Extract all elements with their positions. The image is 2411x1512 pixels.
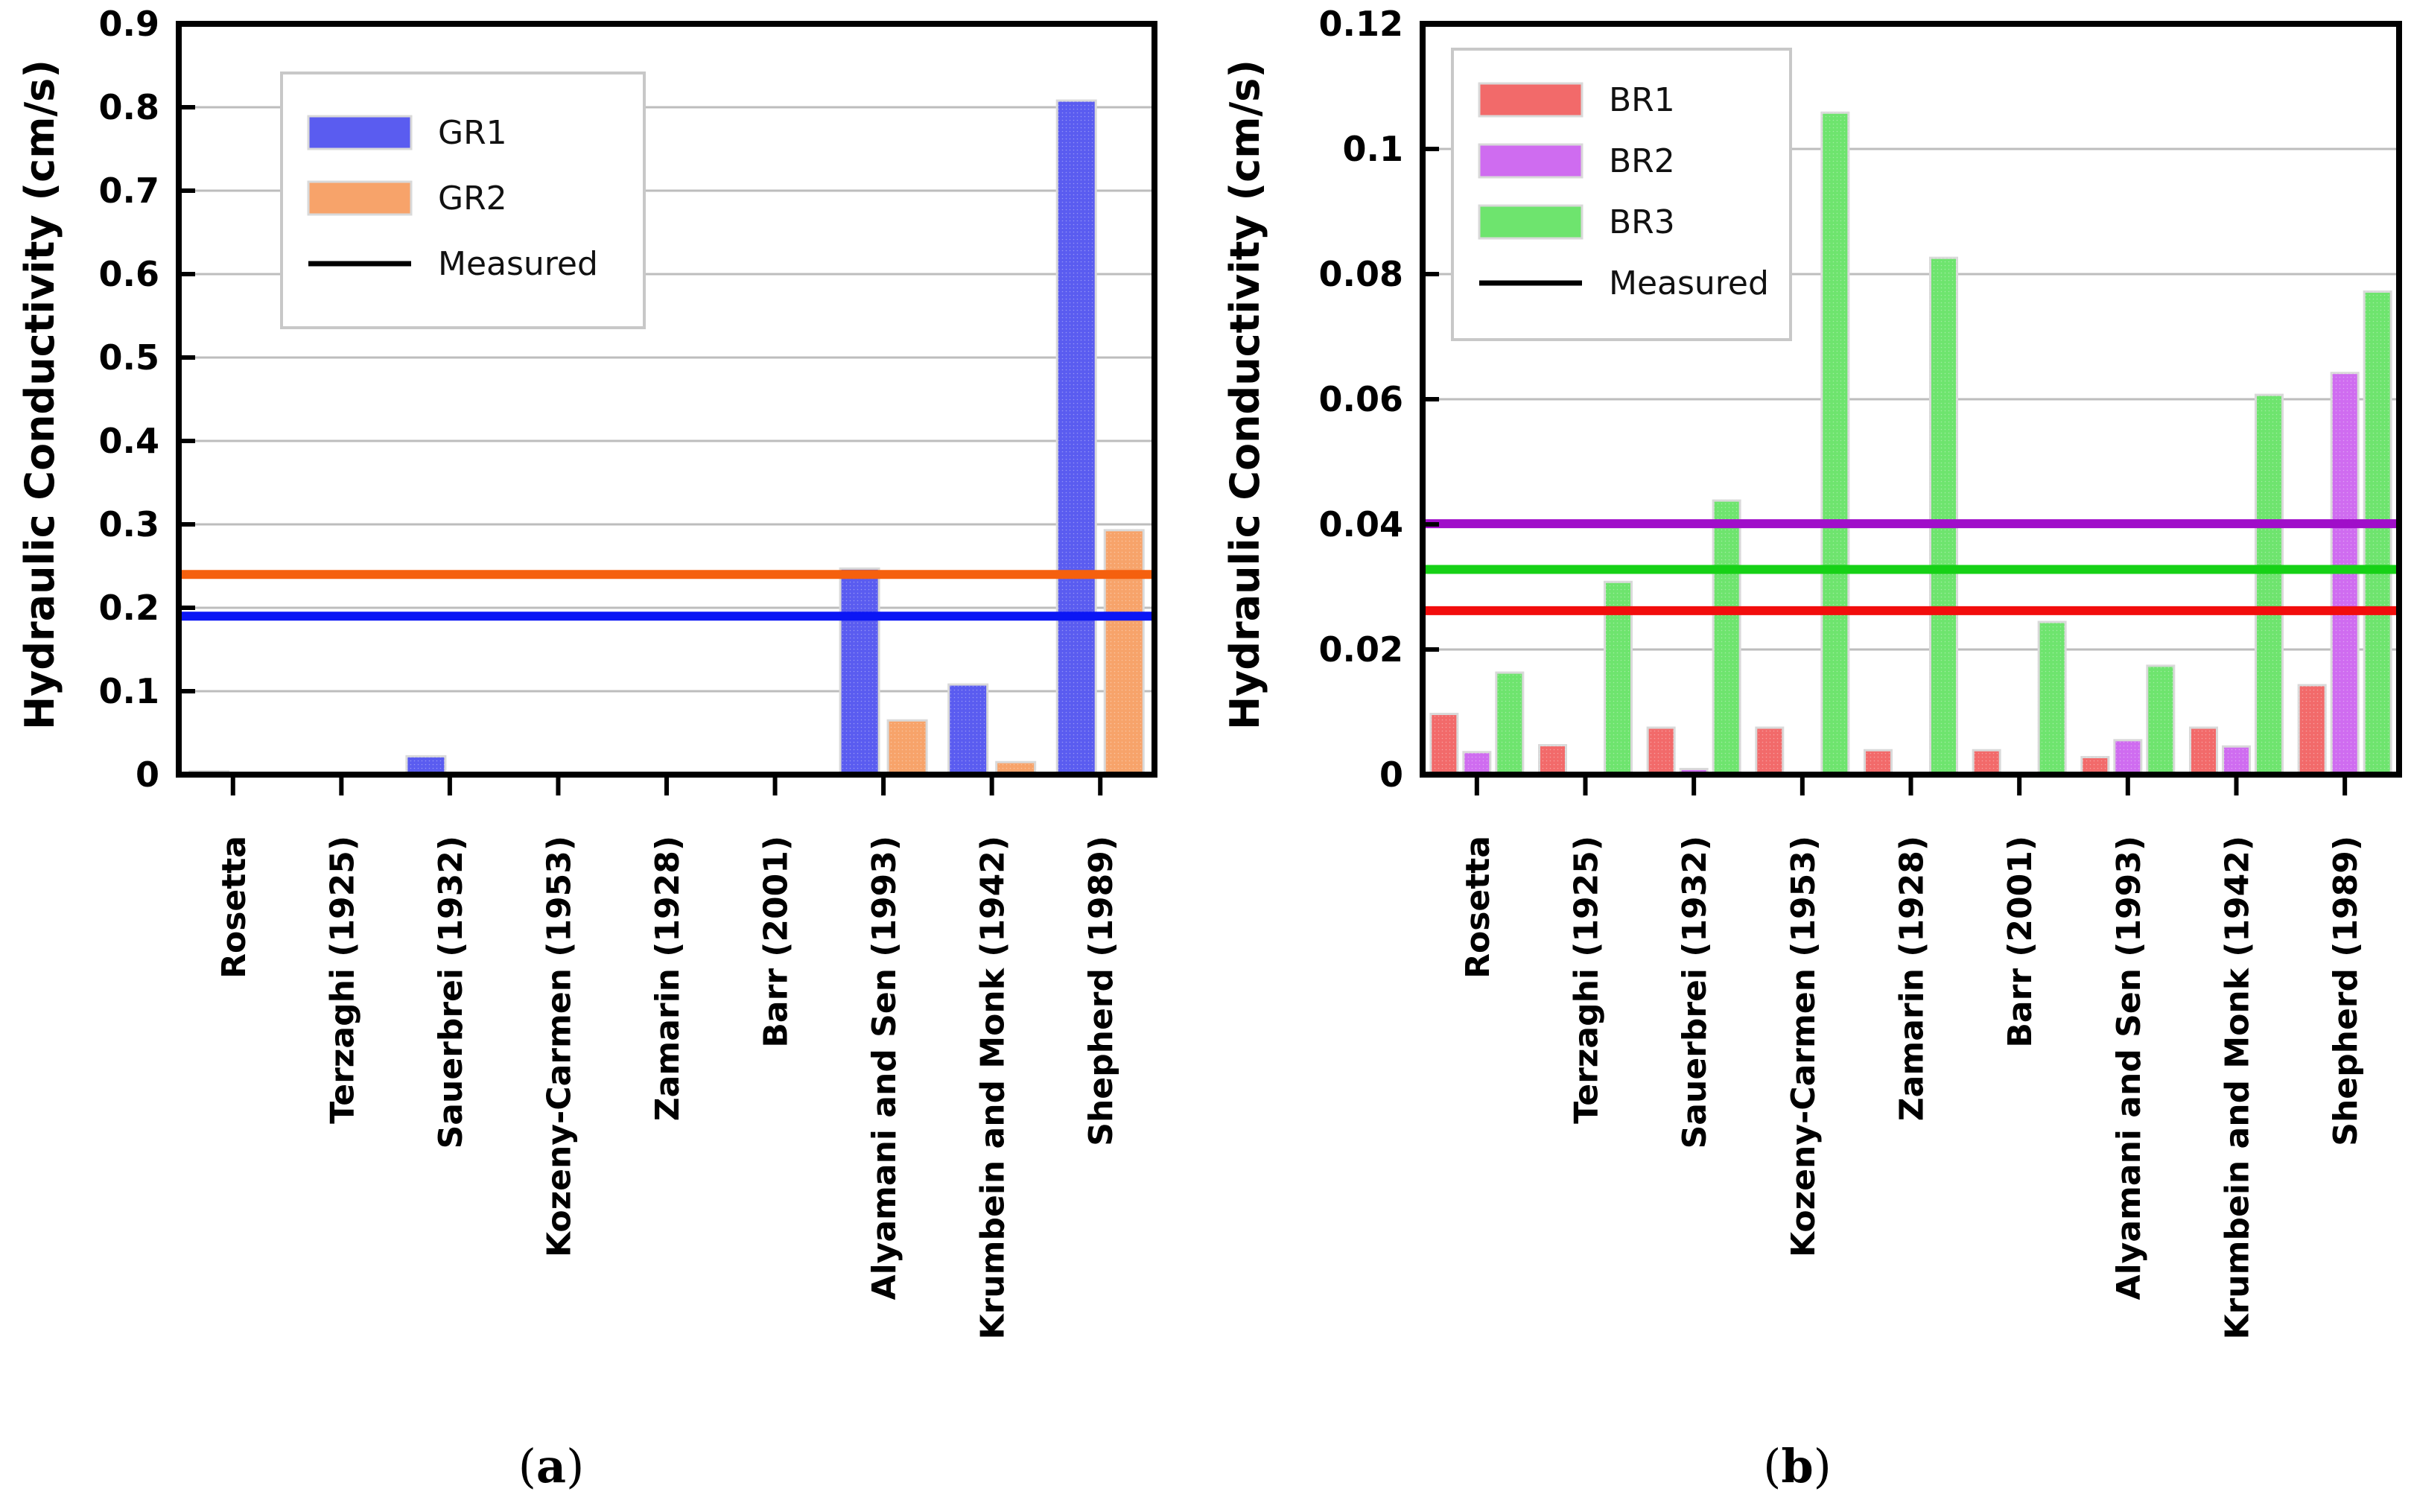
a-ytick-label-0: 0 [136,755,159,795]
b-bar-texture-br2-rosetta [1463,752,1490,775]
a-category-label-zamarin-1928: Zamarin (1928) [649,836,687,1121]
b-bar-texture-br3-alyamani-and-sen-1993 [2147,665,2174,775]
a-category-label-kozeny-carmen-1953: Kozeny-Carmen (1953) [540,836,578,1257]
a-y-axis-title: Hydraulic Conductivity (cm/s) [16,60,63,730]
a-category-label-krumbein-and-monk-1942: Krumbein and Monk (1942) [974,836,1012,1339]
a-ytick-label-1: 0.1 [99,671,160,711]
b-bar-texture-br1-krumbein-and-monk-1942 [2190,728,2217,775]
b-ytick-label-4: 0.08 [1319,254,1404,294]
b-bar-texture-br1-barr-2001 [1973,750,2001,775]
a-ytick-label-2: 0.2 [99,588,160,628]
b-legend: BR1 BR2 BR3 Measured [1451,48,1792,341]
b-bar-texture-br3-barr-2001 [2039,622,2066,775]
a-bar-texture-gr2-krumbein-and-monk-1942 [996,762,1035,775]
b-bar-texture-br2-krumbein-and-monk-1942 [2223,746,2250,775]
b-legend-label-br3: BR3 [1609,203,1675,241]
b-bar-texture-br1-zamarin-1928 [1864,750,1892,775]
b-ytick-label-0: 0 [1379,755,1403,795]
b-legend-label-br1: BR1 [1609,81,1675,119]
a-bar-texture-gr2-alyamani-and-sen-1993 [888,720,927,775]
a-category-label-shepherd-1989: Shepherd (1989) [1082,836,1120,1146]
b-ytick-label-5: 0.1 [1343,129,1404,169]
a-ytick-label-4: 0.4 [99,421,160,461]
a-ytick-label-3: 0.3 [99,504,160,544]
a-ytick-label-7: 0.7 [99,171,160,211]
a-legend-swatch-gr2 [307,180,413,216]
b-bar-texture-br1-sauerbrei-1932 [1648,728,1675,775]
b-bar-texture-br1-shepherd-1989 [2299,684,2326,775]
a-category-label-sauerbrei-1932: Sauerbrei (1932) [432,836,470,1149]
a-legend-swatch-gr1 [307,115,413,150]
a-category-label-alyamani-and-sen-1993: Alyamani and Sen (1993) [865,836,903,1300]
a-bar-texture-gr1-sauerbrei-1932 [406,756,445,775]
b-bar-texture-br3-kozeny-carmen-1953 [1821,112,1849,775]
b-ytick-label-6: 0.12 [1319,4,1404,44]
b-category-label-rosetta: Rosetta [1459,836,1497,979]
b-bar-texture-br3-zamarin-1928 [1930,258,1957,775]
b-bar-texture-br1-terzaghi-1925 [1539,745,1566,775]
b-bar-texture-br3-shepherd-1989 [2364,291,2392,775]
a-bar-texture-gr1-krumbein-and-monk-1942 [948,684,988,775]
b-bar-texture-br3-rosetta [1496,673,1523,775]
b-y-axis-title: Hydraulic Conductivity (cm/s) [1222,60,1268,730]
b-legend-swatch-br1 [1478,82,1583,118]
b-category-label-sauerbrei-1932: Sauerbrei (1932) [1676,836,1714,1149]
b-category-label-kozeny-carmen-1953: Kozeny-Carmen (1953) [1785,836,1823,1257]
a-ytick-label-8: 0.8 [99,87,160,127]
b-legend-label-br2: BR2 [1609,142,1675,180]
caption-a: (a) [518,1439,585,1493]
b-legend-swatch-br3 [1478,204,1583,240]
b-category-label-zamarin-1928: Zamarin (1928) [1893,836,1931,1121]
a-bar-texture-gr1-shepherd-1989 [1057,101,1096,775]
b-category-label-barr-2001: Barr (2001) [2001,836,2039,1048]
b-ytick-label-2: 0.04 [1319,504,1404,544]
a-category-label-rosetta: Rosetta [215,836,253,979]
a-legend-label-gr1: GR1 [438,114,507,152]
a-category-label-terzaghi-1925: Terzaghi (1925) [323,836,361,1124]
a-bar-texture-gr1-alyamani-and-sen-1993 [840,568,880,775]
b-ytick-label-3: 0.06 [1319,379,1404,419]
b-bar-texture-br3-sauerbrei-1932 [1713,501,1741,775]
a-bar-texture-gr2-shepherd-1989 [1105,530,1144,775]
panel-a-chart: 0 0.1 0.2 0.3 0.4 0.5 0.6 0.7 0.8 0.9 Rosetta Terza… [16,4,1157,1339]
a-ytick-label-5: 0.5 [99,337,160,378]
a-legend-label-gr2: GR2 [438,180,507,217]
a-legend-label-measured: Measured [438,245,598,283]
b-ytick-label-1: 0.02 [1319,629,1404,670]
a-category-label-barr-2001: Barr (2001) [757,836,795,1048]
b-bar-texture-br1-kozeny-carmen-1953 [1756,728,1783,775]
b-bar-texture-br1-alyamani-and-sen-1993 [2081,757,2109,775]
panel-b-chart: 0 0.02 0.04 0.06 0.08 0.1 0.12 Rosetta Terzaghi … [1222,4,2402,1339]
b-category-label-terzaghi-1925: Terzaghi (1925) [1568,836,1606,1124]
a-ytick-label-9: 0.9 [99,4,160,44]
b-bar-texture-br3-krumbein-and-monk-1942 [2255,395,2283,775]
a-ytick-label-6: 0.6 [99,254,160,294]
b-category-label-shepherd-1989: Shepherd (1989) [2327,836,2365,1146]
b-bar-texture-br1-rosetta [1430,714,1458,775]
b-category-label-krumbein-and-monk-1942: Krumbein and Monk (1942) [2219,836,2257,1339]
a-legend: GR1 GR2 Measured [280,72,646,329]
b-category-label-alyamani-and-sen-1993: Alyamani and Sen (1993) [2110,836,2148,1300]
caption-b: (b) [1763,1439,1832,1493]
b-bar-texture-br2-alyamani-and-sen-1993 [2114,740,2141,775]
b-legend-swatch-br2 [1478,143,1583,179]
b-legend-label-measured: Measured [1609,264,1769,302]
